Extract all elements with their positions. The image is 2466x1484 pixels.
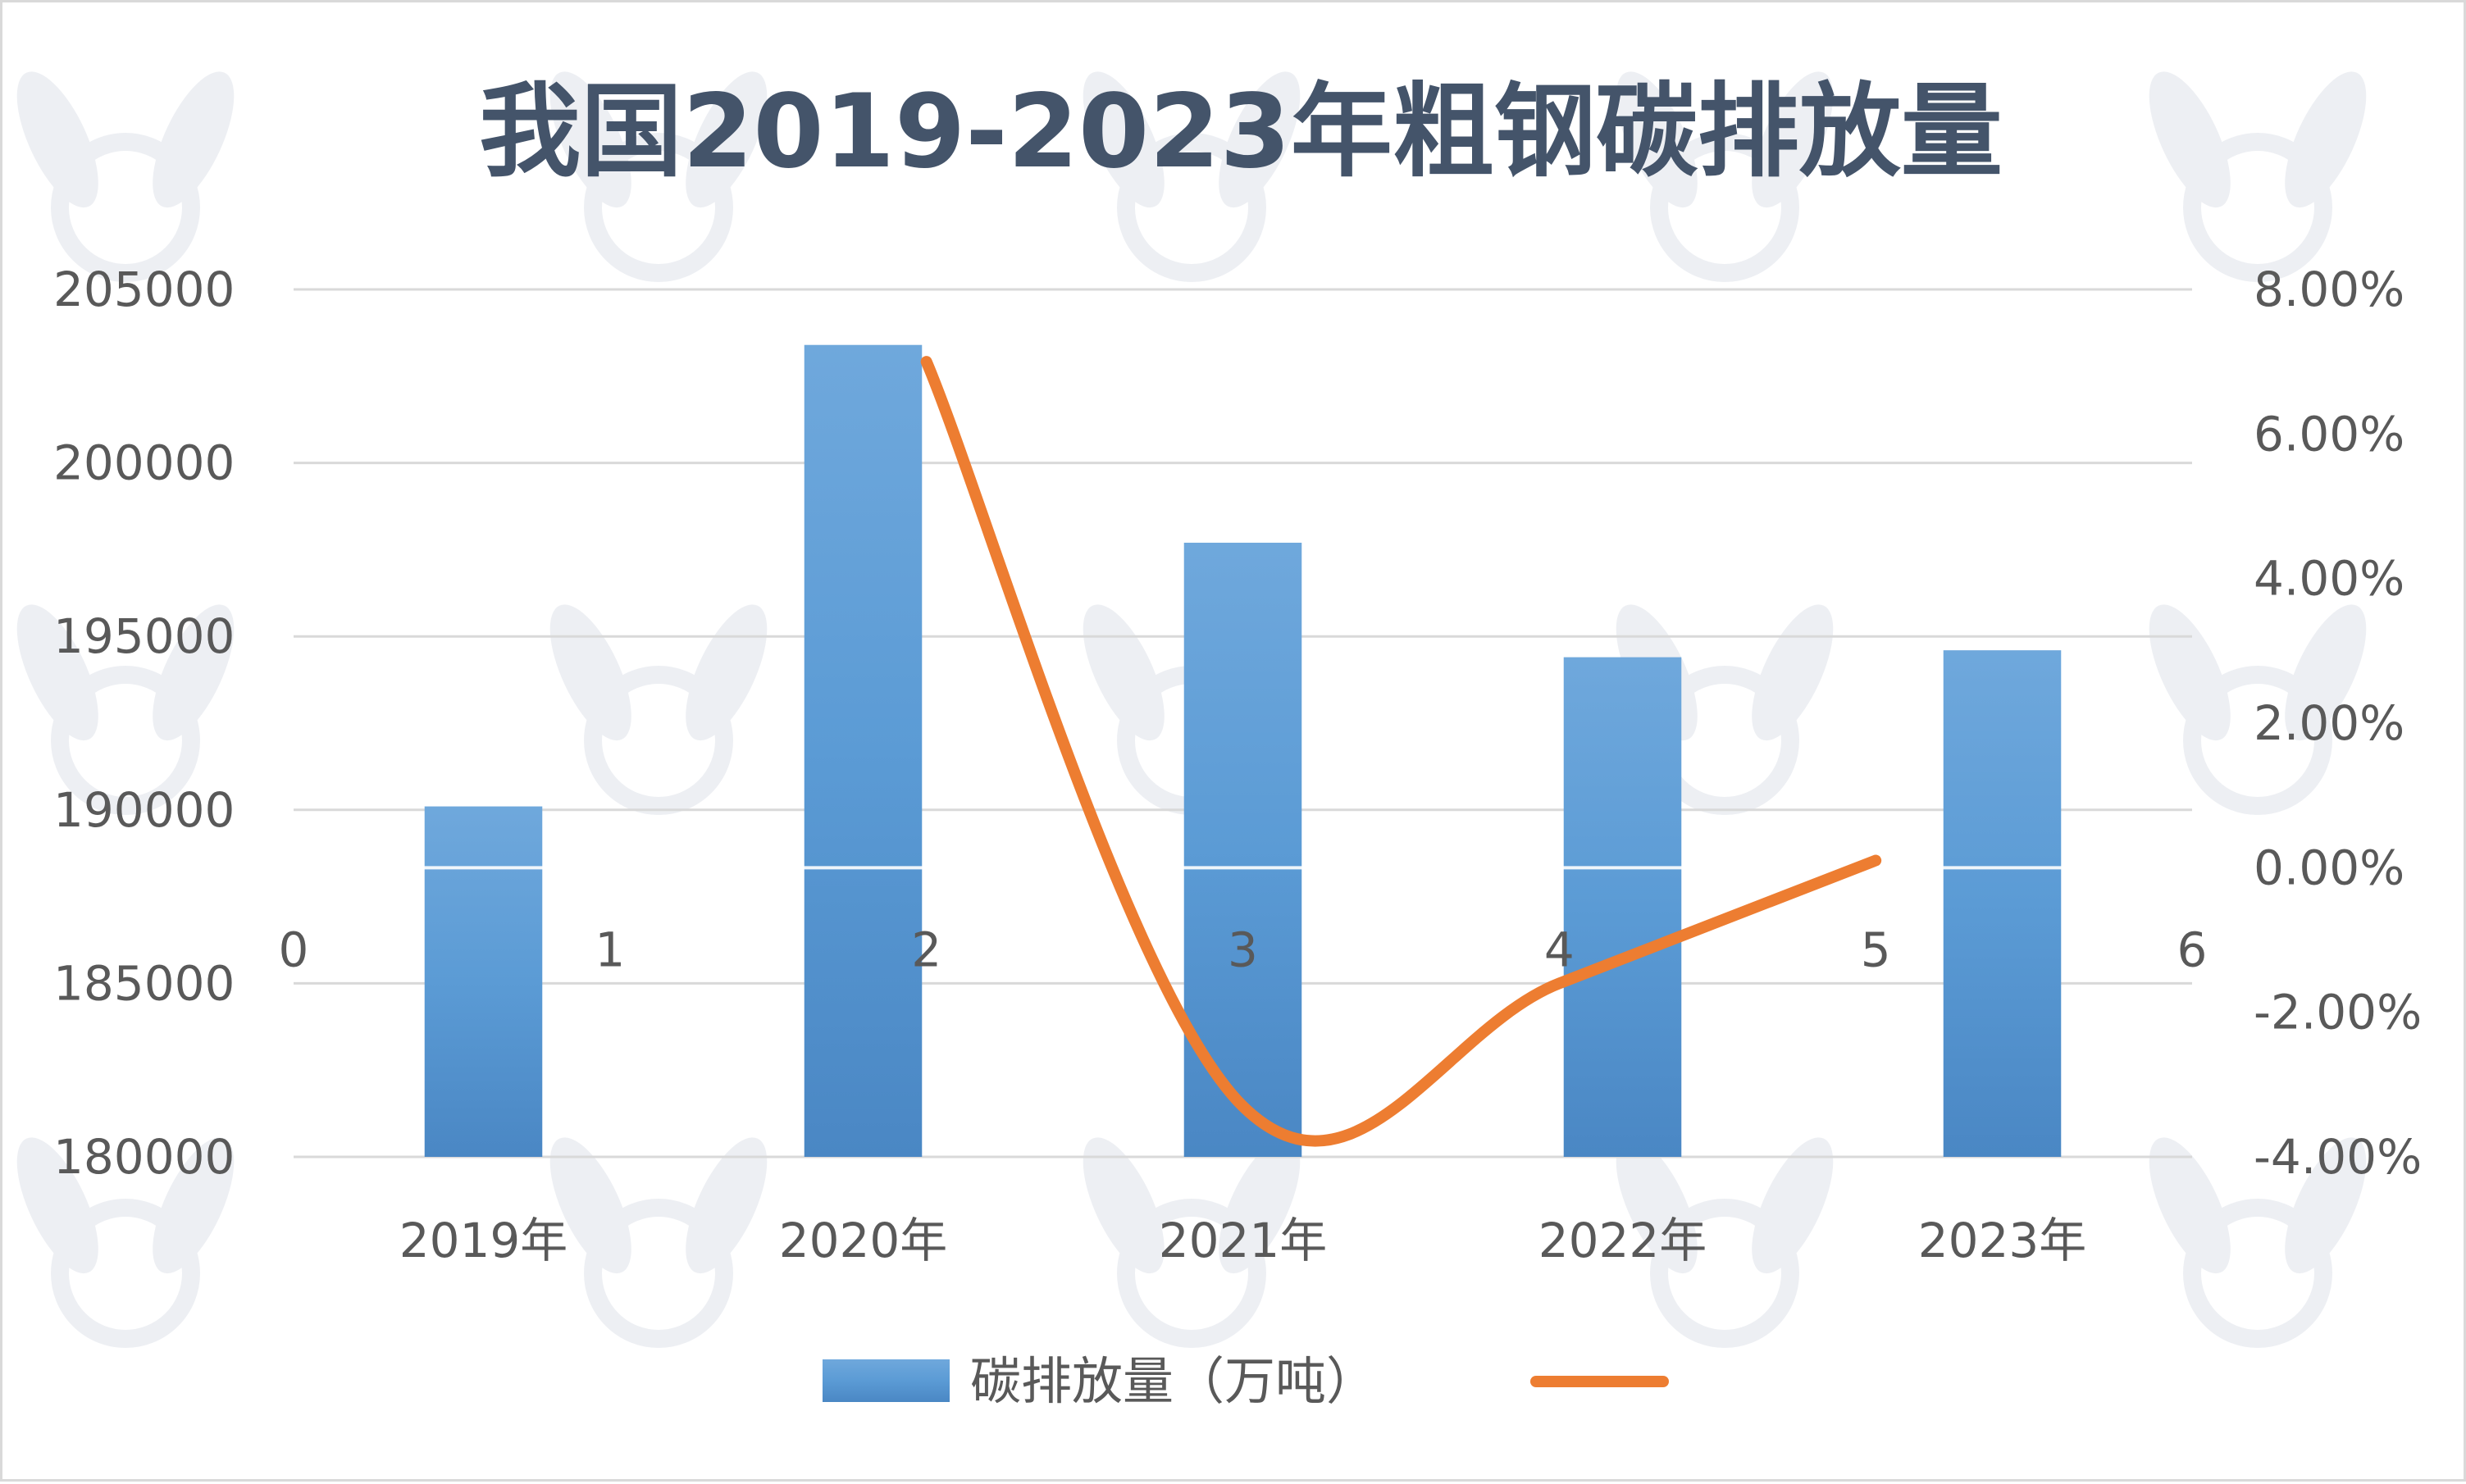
- watermark-logo: [1616, 1137, 1834, 1348]
- watermark-logo: [1083, 1137, 1301, 1348]
- watermark-leaf: [1083, 71, 1165, 208]
- x2-tick-label: 4: [1544, 922, 1575, 977]
- watermark-ring: [1117, 1199, 1266, 1348]
- watermark-leaf: [1752, 71, 1834, 208]
- category-label: 2020年: [779, 1213, 948, 1268]
- right-axis-ticks: -4.00% -2.00% 0.00% 2.00% 4.00% 6.00% 8.00%: [2254, 262, 2422, 1185]
- left-tick-label: 205000: [53, 262, 235, 317]
- watermark-ring: [1117, 133, 1266, 282]
- watermark-leaf: [16, 604, 98, 741]
- watermark-ring: [51, 666, 200, 815]
- category-axis-labels: 2019年 2020年 2021年 2022年 2023年: [399, 1213, 2087, 1268]
- bar-2019年: [424, 806, 543, 1157]
- watermark-leaf: [2285, 71, 2367, 208]
- x2-tick-label: 1: [595, 922, 625, 977]
- category-label: 2019年: [399, 1213, 568, 1268]
- watermark-ring: [584, 666, 733, 815]
- watermark-leaf: [153, 604, 235, 741]
- left-tick-label: 200000: [53, 435, 235, 491]
- bar-2021年: [1183, 542, 1302, 1157]
- watermark-ring: [584, 133, 733, 282]
- category-label: 2023年: [1918, 1213, 2087, 1268]
- bar-series: [294, 344, 2192, 1157]
- watermark-ring: [1650, 1199, 1799, 1348]
- watermark-leaf: [1219, 71, 1301, 208]
- right-tick-label: 8.00%: [2254, 262, 2404, 317]
- left-tick-label: 185000: [53, 955, 235, 1011]
- left-axis-ticks: 180000 185000 190000 195000 200000 205000: [53, 262, 235, 1185]
- category-label: 2021年: [1159, 1213, 1328, 1268]
- right-tick-label: 4.00%: [2254, 551, 2404, 607]
- right-tick-label: -4.00%: [2254, 1129, 2422, 1185]
- right-tick-label: 6.00%: [2254, 406, 2404, 462]
- x2-tick-label: 3: [1228, 922, 1258, 977]
- watermark-logo: [16, 1137, 235, 1348]
- watermark-leaf: [16, 71, 98, 208]
- watermark-logo: [549, 1137, 768, 1348]
- bar-2022年: [1563, 657, 1682, 1157]
- watermark-leaf: [2149, 71, 2231, 208]
- chart-title: 我国2019-2023年粗钢碳排放量: [479, 73, 2003, 191]
- watermark-ring: [2183, 1199, 2332, 1348]
- watermark-leaf: [1083, 604, 1165, 741]
- watermark-ring: [584, 1199, 733, 1348]
- bar-2023年: [1943, 650, 2062, 1157]
- right-tick-label: 0.00%: [2254, 840, 2404, 895]
- watermark-leaf: [2285, 604, 2367, 741]
- legend-label-bar: 碳排放量（万吨）: [970, 1351, 1377, 1411]
- watermark-leaf: [2285, 1137, 2367, 1274]
- watermark-leaf: [1219, 1137, 1301, 1274]
- x2-tick-label: 0: [279, 922, 309, 977]
- watermark-logo: [2149, 71, 2367, 282]
- watermark-leaf: [1616, 1137, 1698, 1274]
- watermark-leaf: [16, 1137, 98, 1274]
- watermark-ring: [51, 133, 200, 282]
- line-path: [920, 356, 1882, 1147]
- watermark-logo: [549, 604, 768, 815]
- watermark-leaf: [549, 71, 631, 208]
- watermark-logo: [2149, 1137, 2367, 1348]
- bar-2020年: [804, 344, 923, 1157]
- left-tick-label: 180000: [53, 1129, 235, 1185]
- watermark-logo: [549, 71, 768, 282]
- x2-tick-label: 6: [2177, 922, 2208, 977]
- watermark-leaf: [1083, 1137, 1165, 1274]
- watermark-leaf: [549, 1137, 631, 1274]
- watermark-leaf: [2149, 1137, 2231, 1274]
- legend: 碳排放量（万吨）: [823, 1351, 1669, 1411]
- watermark-ring: [51, 1199, 200, 1348]
- watermark-leaf: [686, 71, 768, 208]
- right-tick-label: 2.00%: [2254, 695, 2404, 751]
- secondary-x-axis-ticks: 0 1 2 3 4 5 6: [279, 922, 2208, 977]
- watermark-logo: [2149, 604, 2367, 815]
- watermark-logo: [1616, 71, 1834, 282]
- watermark-leaf: [153, 71, 235, 208]
- line-series: [920, 356, 1882, 1147]
- watermark-ring: [2183, 133, 2332, 282]
- x2-tick-label: 5: [1861, 922, 1891, 977]
- x2-tick-label: 2: [911, 922, 941, 977]
- watermark-leaf: [1752, 1137, 1834, 1274]
- left-tick-label: 190000: [53, 782, 235, 838]
- right-tick-label: -2.00%: [2254, 985, 2422, 1040]
- watermark-logo: [16, 604, 235, 815]
- watermark-logo: [16, 71, 235, 282]
- watermark-leaf: [686, 1137, 768, 1274]
- watermark-leaf: [686, 604, 768, 741]
- watermark-leaf: [549, 604, 631, 741]
- watermark-leaf: [1752, 604, 1834, 741]
- left-tick-label: 195000: [53, 608, 235, 664]
- watermark-ring: [1650, 133, 1799, 282]
- watermark-ring: [2183, 666, 2332, 815]
- legend-swatch-bar: [823, 1359, 950, 1402]
- watermark-logo: [1083, 71, 1301, 282]
- watermark-leaf: [1616, 71, 1698, 208]
- watermark-leaf: [2149, 604, 2231, 741]
- category-label: 2022年: [1538, 1213, 1707, 1268]
- watermark-leaf: [153, 1137, 235, 1274]
